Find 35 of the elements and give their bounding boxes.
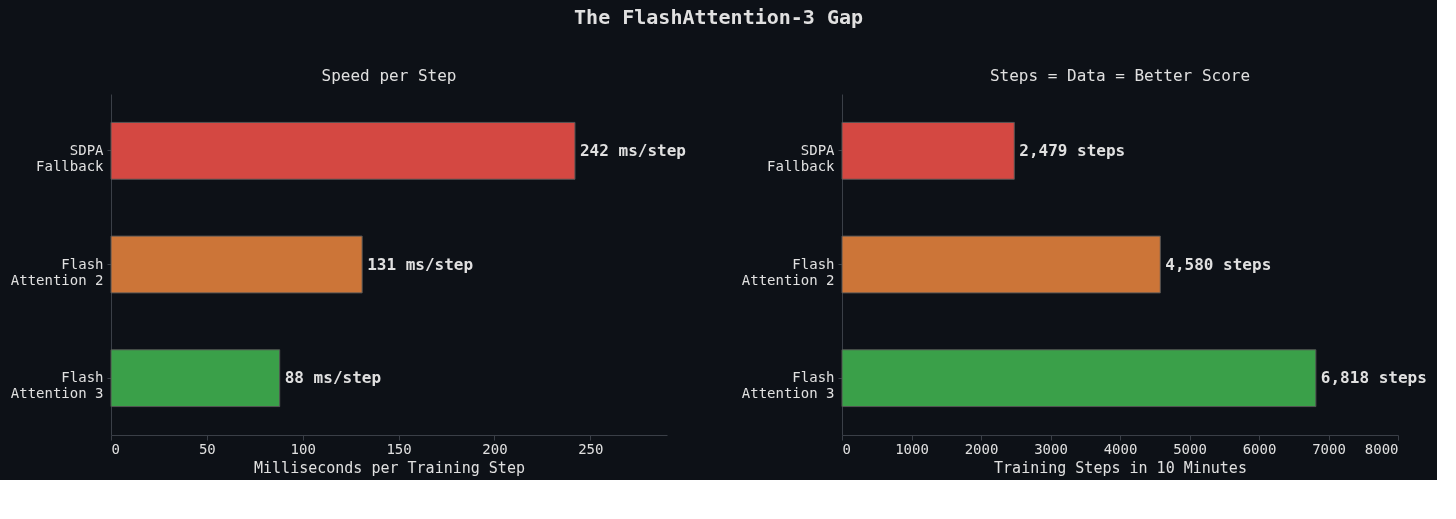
data-label: 2,479 steps <box>1019 140 1126 160</box>
x-tick-label: 150 <box>386 440 412 457</box>
x-tick-label: 1000 <box>895 440 929 457</box>
x-tick-label: 0 <box>111 440 120 457</box>
data-label: 6,818 steps <box>1320 368 1427 388</box>
data-label: 88 ms/step <box>284 368 382 388</box>
x-tick-label: 250 <box>578 440 604 457</box>
y-tick-label: Flash Attention 3 <box>741 369 835 402</box>
bar <box>110 235 363 294</box>
x-tick-label: 200 <box>482 440 508 457</box>
x-tick-label: 2000 <box>964 440 999 457</box>
data-label: 131 ms/step <box>367 254 474 274</box>
x-tick-label: 8000 <box>1364 440 1399 457</box>
x-axis-title: Training Steps in 10 Minutes <box>994 458 1247 477</box>
x-axis-title: Milliseconds per Training Step <box>254 458 525 477</box>
y-tick-label: Flash Attention 2 <box>10 255 104 288</box>
data-label: 4,580 steps <box>1165 254 1272 274</box>
y-tick-label: Flash Attention 2 <box>741 255 835 288</box>
x-tick-label: 6000 <box>1242 440 1277 457</box>
bar <box>110 121 576 180</box>
x-tick-label: 4000 <box>1103 440 1138 457</box>
x-tick-label: 0 <box>842 440 851 457</box>
x-tick-label: 100 <box>290 440 316 457</box>
x-tick-label: 5000 <box>1173 440 1207 457</box>
bar <box>110 349 281 408</box>
y-tick-label: SDPA Fallback <box>767 141 836 174</box>
text: The FlashAttention-3 Gap <box>574 5 864 29</box>
chart-title: Steps = Data = Better Score <box>989 66 1251 85</box>
y-tick-label: SDPA Fallback <box>36 141 105 174</box>
chart-title: Speed per Step <box>321 66 457 85</box>
x-tick-label: 7000 <box>1312 440 1346 457</box>
data-label: 242 ms/step <box>579 140 686 160</box>
x-tick-label: 50 <box>198 440 216 457</box>
y-tick-label: Flash Attention 3 <box>10 369 104 402</box>
x-tick-label: 3000 <box>1034 440 1068 457</box>
